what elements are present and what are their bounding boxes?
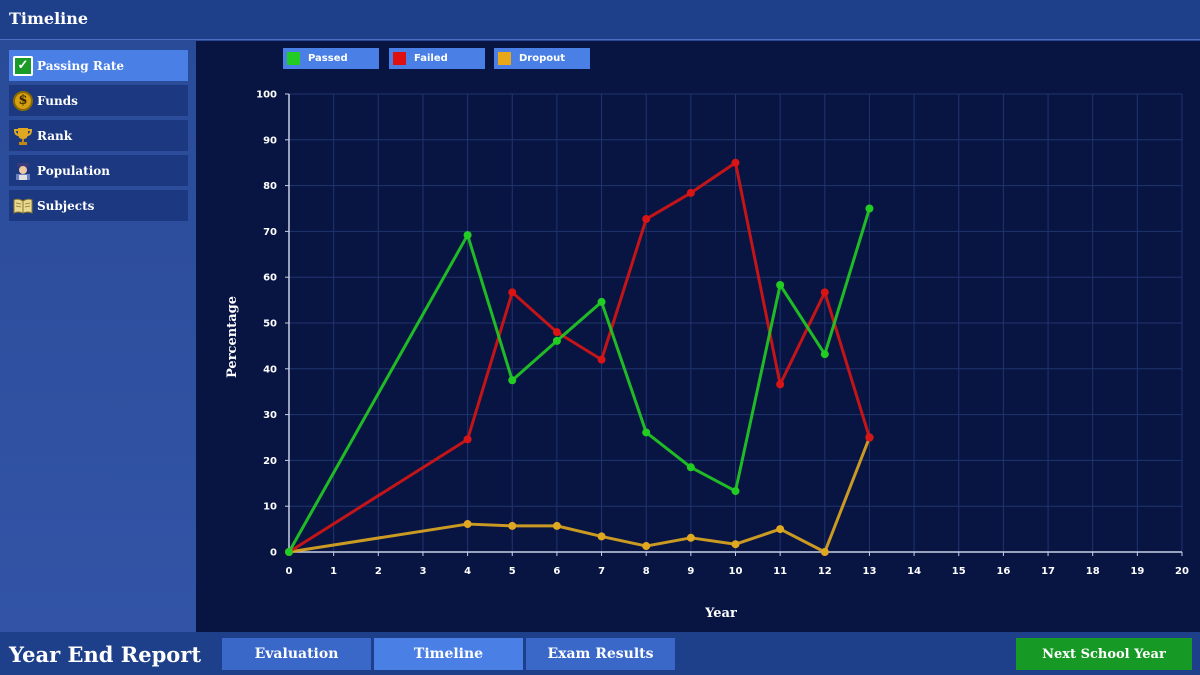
legend-item-dropout[interactable]: Dropout xyxy=(494,48,590,69)
x-tick-label: 15 xyxy=(952,566,966,577)
data-point-failed xyxy=(552,328,561,337)
tab-timeline[interactable]: Timeline xyxy=(374,638,523,670)
data-point-passed xyxy=(731,487,740,496)
data-point-failed xyxy=(597,355,606,364)
x-tick-label: 4 xyxy=(464,566,471,577)
sidebar-item-funds[interactable]: $ Funds xyxy=(9,85,188,116)
y-tick-label: 50 xyxy=(263,319,277,330)
sidebar-item-label: Rank xyxy=(37,128,73,143)
legend-item-passed[interactable]: Passed xyxy=(283,48,379,69)
data-point-failed xyxy=(463,435,472,444)
top-bar: Timeline xyxy=(0,0,1200,40)
x-tick-label: 8 xyxy=(643,566,650,577)
data-point-passed xyxy=(552,336,561,345)
data-point-failed xyxy=(865,433,874,442)
legend-item-failed[interactable]: Failed xyxy=(389,48,485,69)
x-tick-label: 13 xyxy=(862,566,876,577)
data-point-dropout xyxy=(642,542,651,551)
sidebar-item-label: Passing Rate xyxy=(37,58,125,73)
data-point-passed xyxy=(508,376,517,385)
x-tick-label: 12 xyxy=(818,566,832,577)
data-point-failed xyxy=(776,380,785,389)
data-point-dropout xyxy=(776,525,785,534)
x-tick-label: 0 xyxy=(286,566,293,577)
y-tick-label: 20 xyxy=(263,456,277,467)
legend-swatch xyxy=(498,52,511,65)
y-tick-label: 60 xyxy=(263,273,277,284)
x-tick-label: 14 xyxy=(907,566,921,577)
check-icon: ✓ xyxy=(13,55,33,76)
data-point-passed xyxy=(463,231,472,240)
x-tick-label: 16 xyxy=(996,566,1010,577)
data-point-passed xyxy=(820,350,829,359)
data-point-dropout xyxy=(686,533,695,542)
legend-label: Failed xyxy=(414,53,448,64)
trophy-icon xyxy=(13,126,33,146)
y-tick-label: 70 xyxy=(263,227,277,238)
legend-swatch xyxy=(287,52,300,65)
book-icon xyxy=(13,196,33,216)
data-point-failed xyxy=(642,215,651,224)
y-tick-label: 10 xyxy=(263,502,277,513)
sidebar-item-rank[interactable]: Rank xyxy=(9,120,188,151)
data-point-passed xyxy=(642,428,651,437)
data-point-failed xyxy=(686,188,695,197)
legend-label: Passed xyxy=(308,53,348,64)
y-tick-label: 0 xyxy=(270,548,277,559)
x-tick-label: 5 xyxy=(509,566,516,577)
sidebar-item-label: Subjects xyxy=(37,198,95,213)
legend-swatch xyxy=(393,52,406,65)
data-point-failed xyxy=(508,288,517,297)
page-title: Timeline xyxy=(9,9,89,28)
student-icon xyxy=(13,161,33,181)
x-tick-label: 7 xyxy=(598,566,605,577)
data-point-failed xyxy=(731,158,740,167)
y-tick-label: 100 xyxy=(256,90,277,101)
data-point-passed xyxy=(865,204,874,213)
sidebar-item-label: Population xyxy=(37,163,110,178)
x-tick-label: 20 xyxy=(1175,566,1189,577)
x-tick-label: 6 xyxy=(553,566,560,577)
data-point-dropout xyxy=(463,520,472,529)
data-point-failed xyxy=(820,288,829,297)
next-school-year-button[interactable]: Next School Year xyxy=(1016,638,1192,670)
tab-exam-results[interactable]: Exam Results xyxy=(526,638,675,670)
x-axis-label: Year xyxy=(704,606,737,621)
sidebar-item-subjects[interactable]: Subjects xyxy=(9,190,188,221)
x-tick-label: 9 xyxy=(687,566,694,577)
data-point-dropout xyxy=(597,532,606,541)
x-tick-label: 10 xyxy=(729,566,743,577)
x-tick-label: 19 xyxy=(1130,566,1144,577)
data-point-passed xyxy=(285,548,293,556)
y-tick-label: 80 xyxy=(263,181,277,192)
data-point-dropout xyxy=(731,540,740,549)
series-line-dropout xyxy=(288,436,871,554)
y-tick-label: 40 xyxy=(263,364,277,375)
x-tick-label: 18 xyxy=(1086,566,1100,577)
sidebar-item-label: Funds xyxy=(37,93,78,108)
data-point-dropout xyxy=(552,521,561,530)
data-point-passed xyxy=(686,463,695,472)
sidebar-item-passing-rate[interactable]: ✓ Passing Rate xyxy=(9,50,188,81)
y-tick-label: 30 xyxy=(263,410,277,421)
x-tick-label: 11 xyxy=(773,566,787,577)
x-tick-label: 1 xyxy=(330,566,337,577)
tab-evaluation[interactable]: Evaluation xyxy=(222,638,371,670)
y-axis-label: Percentage xyxy=(225,296,240,378)
data-point-passed xyxy=(597,297,606,306)
x-tick-label: 17 xyxy=(1041,566,1055,577)
x-tick-label: 3 xyxy=(419,566,426,577)
legend-label: Dropout xyxy=(519,53,566,64)
x-tick-label: 2 xyxy=(375,566,382,577)
coin-icon: $ xyxy=(13,90,33,111)
series-line-failed xyxy=(288,161,871,554)
data-point-passed xyxy=(776,280,785,289)
data-point-dropout xyxy=(508,521,517,530)
report-title: Year End Report xyxy=(9,642,202,667)
data-point-dropout xyxy=(820,548,829,556)
y-tick-label: 90 xyxy=(263,135,277,146)
sidebar-item-population[interactable]: Population xyxy=(9,155,188,186)
